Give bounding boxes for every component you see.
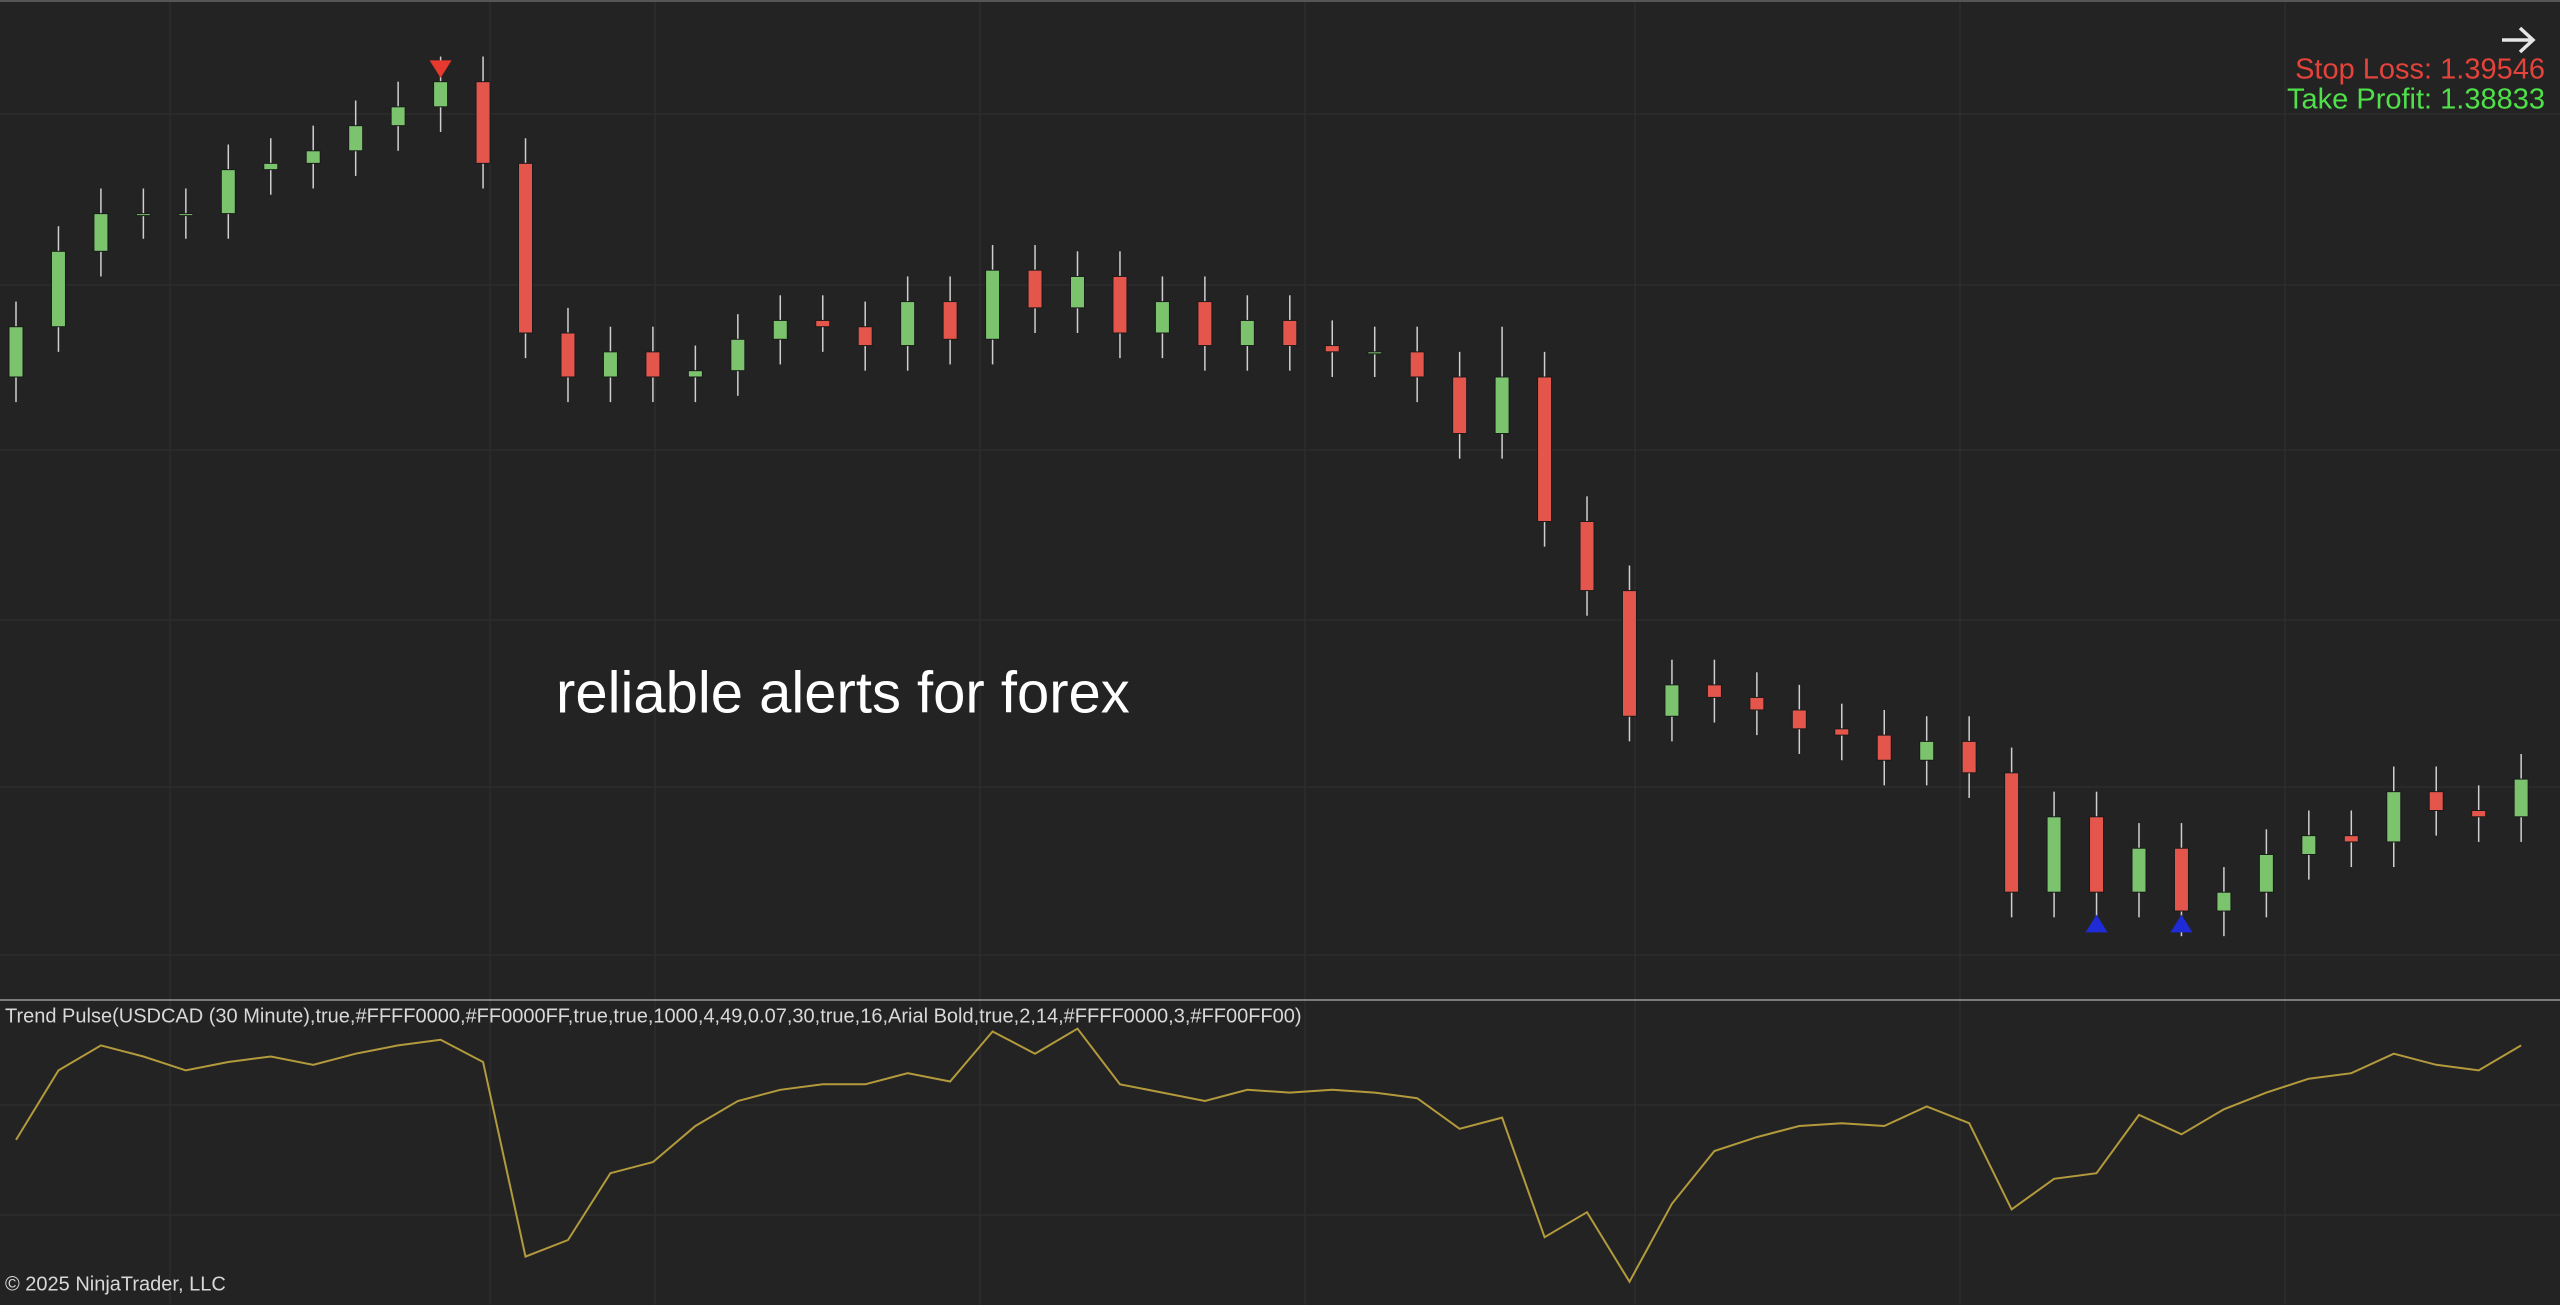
candle-body — [1197, 301, 1213, 347]
candle-body — [263, 162, 279, 171]
candle-body — [1579, 520, 1595, 592]
candle-body — [518, 162, 534, 334]
candle-body — [475, 81, 491, 164]
candle-body — [1919, 740, 1935, 761]
candle-body — [602, 351, 618, 378]
candle-body — [1706, 684, 1722, 698]
candle-body — [305, 150, 321, 164]
candle-body — [433, 81, 449, 108]
candles — [8, 56, 2529, 937]
candle-body — [50, 250, 66, 328]
candle-body — [1961, 740, 1977, 774]
candle-body — [2428, 791, 2444, 812]
candle-body — [2089, 816, 2105, 893]
candle-body — [1112, 275, 1128, 334]
candle-body — [1239, 319, 1255, 347]
candle-body — [1409, 351, 1425, 378]
arrow-icon[interactable] — [2502, 26, 2536, 54]
candle-body — [942, 301, 958, 340]
copyright: © 2025 NinjaTrader, LLC — [5, 1273, 226, 1295]
take-profit: Take Profit: 1.38833 — [2287, 84, 2545, 116]
stop-loss: Stop Loss: 1.39546 — [2295, 54, 2545, 86]
candle-body — [1367, 351, 1383, 355]
candle-body — [2513, 778, 2529, 818]
candle-body — [2131, 847, 2147, 893]
candle-body — [2046, 816, 2062, 893]
candle-body — [2386, 791, 2402, 843]
candle-body — [1621, 590, 1637, 717]
candle-body — [1834, 728, 1850, 736]
candle-body — [772, 319, 788, 340]
candle-body — [730, 338, 746, 372]
candle-body — [900, 301, 916, 347]
candle-body — [1070, 275, 1085, 309]
candle-body — [2343, 835, 2359, 843]
candle-body — [1154, 301, 1170, 334]
candle-body — [687, 370, 703, 378]
candle-body — [2216, 891, 2232, 912]
candle-body — [93, 213, 109, 252]
candle-body — [1791, 709, 1807, 730]
signal-marker — [2170, 914, 2193, 933]
candle-body — [8, 326, 24, 378]
candle-body — [857, 326, 873, 347]
candle-body — [1664, 684, 1680, 717]
annotation: reliable alerts for forex — [556, 660, 1130, 725]
candle-body — [1749, 696, 1765, 711]
candle-body — [560, 332, 576, 378]
candle-body — [220, 169, 236, 215]
candle-body — [1324, 345, 1340, 353]
candle-body — [348, 125, 364, 152]
candle-body — [135, 213, 151, 217]
candle-body — [1876, 734, 1892, 761]
candle-body — [1452, 376, 1468, 435]
candle-body — [645, 351, 661, 378]
candle-body — [2258, 853, 2274, 893]
candle-body — [815, 319, 831, 328]
indicator-line — [15, 1027, 2522, 1284]
candle-body — [1282, 319, 1298, 347]
candle-body — [1494, 376, 1510, 435]
candle-body — [1537, 376, 1553, 522]
candle-body — [1027, 269, 1043, 309]
candle-body — [2301, 835, 2317, 855]
candle-body — [2004, 772, 2020, 893]
candle-body — [2173, 847, 2189, 912]
candle-body — [178, 213, 194, 217]
signal-marker — [2085, 914, 2108, 933]
candle-body — [985, 269, 1001, 340]
candle-body — [390, 106, 406, 127]
signal-marker — [429, 60, 452, 78]
candle-body — [2471, 810, 2487, 818]
indicator-label: Trend Pulse(USDCAD (30 Minute),true,#FFF… — [5, 1005, 1302, 1027]
